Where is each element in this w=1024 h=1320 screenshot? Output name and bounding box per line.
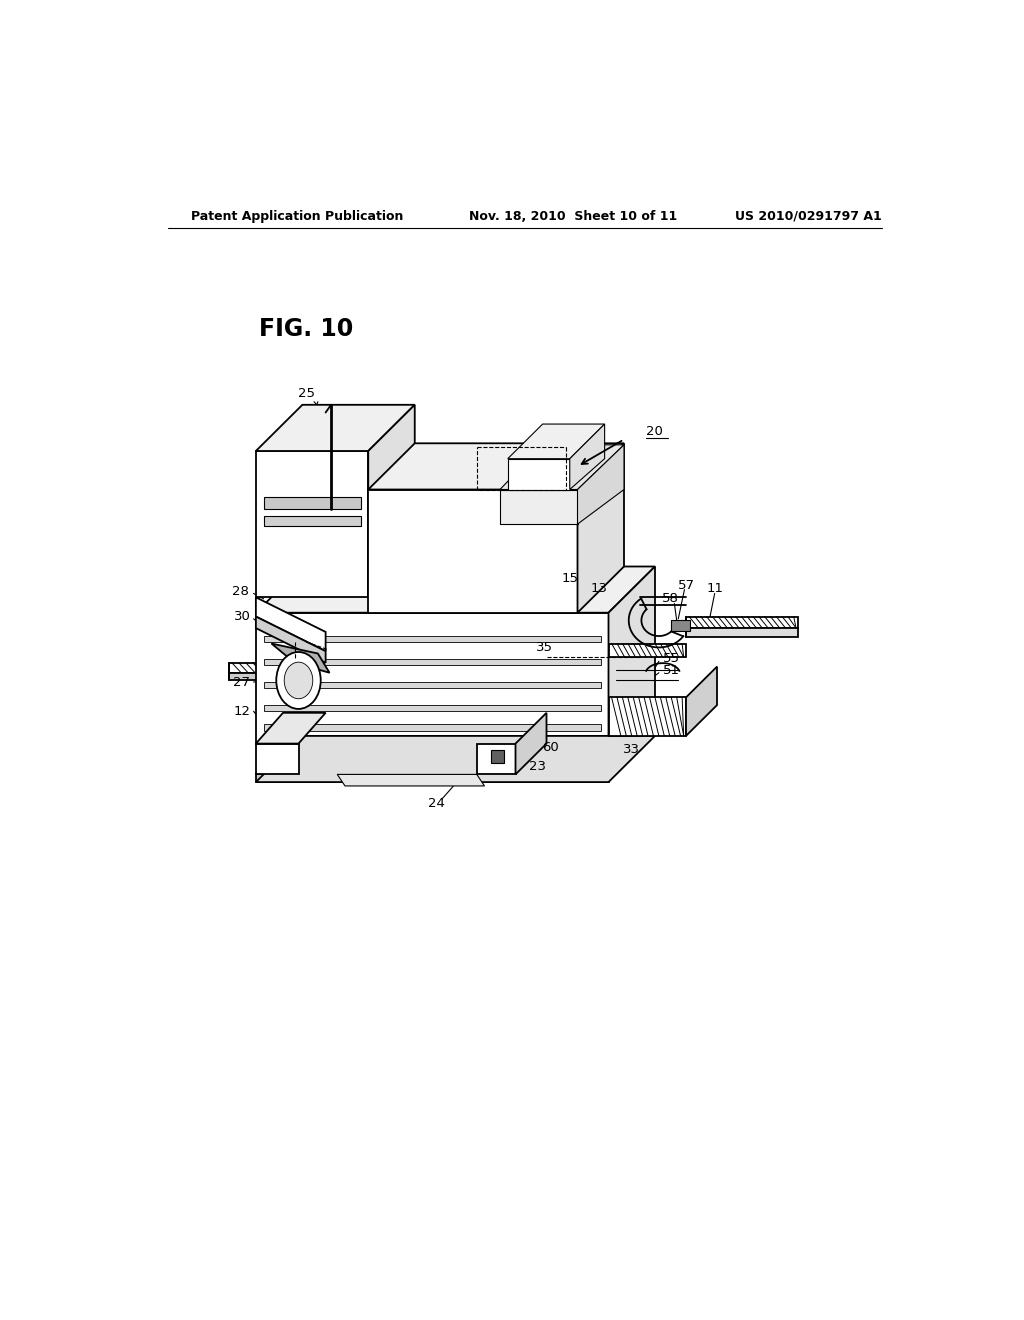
Polygon shape: [256, 405, 415, 451]
Text: 24: 24: [428, 797, 444, 810]
Text: 13: 13: [591, 582, 607, 594]
Polygon shape: [686, 667, 717, 737]
Polygon shape: [515, 713, 547, 775]
Polygon shape: [263, 659, 601, 665]
Polygon shape: [671, 620, 690, 631]
Text: FIG. 10: FIG. 10: [259, 317, 353, 342]
Polygon shape: [256, 598, 326, 651]
Circle shape: [276, 652, 321, 709]
Text: 33: 33: [624, 743, 640, 756]
Polygon shape: [256, 743, 299, 775]
Text: 12: 12: [233, 705, 251, 718]
Text: 30: 30: [234, 610, 251, 623]
Polygon shape: [271, 644, 330, 673]
Text: US 2010/0291797 A1: US 2010/0291797 A1: [735, 210, 882, 223]
Polygon shape: [369, 444, 624, 490]
Polygon shape: [608, 697, 686, 737]
Text: Patent Application Publication: Patent Application Publication: [191, 210, 403, 223]
Polygon shape: [500, 445, 624, 490]
Text: 57: 57: [678, 579, 694, 593]
Polygon shape: [686, 616, 799, 628]
Text: 11: 11: [707, 582, 724, 594]
Text: Nov. 18, 2010  Sheet 10 of 11: Nov. 18, 2010 Sheet 10 of 11: [469, 210, 678, 223]
Text: 28: 28: [232, 585, 249, 598]
Polygon shape: [369, 490, 578, 612]
Text: 15: 15: [561, 572, 579, 585]
Polygon shape: [508, 459, 569, 490]
Polygon shape: [337, 775, 484, 785]
Polygon shape: [578, 445, 624, 524]
Text: 55: 55: [663, 652, 680, 665]
Polygon shape: [263, 498, 360, 508]
Polygon shape: [686, 628, 799, 638]
Text: 51: 51: [663, 664, 680, 677]
Text: 60: 60: [542, 741, 559, 754]
Polygon shape: [256, 737, 655, 781]
Polygon shape: [263, 725, 601, 730]
Polygon shape: [263, 682, 601, 688]
Polygon shape: [369, 405, 415, 598]
Circle shape: [285, 663, 312, 698]
Polygon shape: [569, 424, 604, 490]
Text: 35: 35: [537, 640, 553, 653]
Polygon shape: [477, 743, 515, 775]
Polygon shape: [256, 612, 608, 743]
Polygon shape: [263, 636, 601, 642]
Polygon shape: [263, 516, 360, 527]
Polygon shape: [256, 775, 608, 781]
Polygon shape: [256, 566, 655, 612]
Polygon shape: [508, 424, 604, 459]
Polygon shape: [256, 451, 369, 598]
Text: 23: 23: [528, 760, 546, 774]
Polygon shape: [263, 705, 601, 711]
Polygon shape: [228, 663, 337, 673]
Polygon shape: [490, 750, 504, 763]
Polygon shape: [608, 566, 655, 743]
Text: 27: 27: [233, 676, 251, 689]
Polygon shape: [256, 713, 326, 743]
Polygon shape: [578, 444, 624, 612]
Text: 25: 25: [298, 387, 314, 400]
Polygon shape: [228, 673, 337, 681]
Polygon shape: [608, 644, 686, 657]
Polygon shape: [256, 616, 326, 663]
Polygon shape: [500, 490, 578, 524]
Text: 20: 20: [646, 425, 663, 438]
Text: 58: 58: [663, 593, 679, 606]
